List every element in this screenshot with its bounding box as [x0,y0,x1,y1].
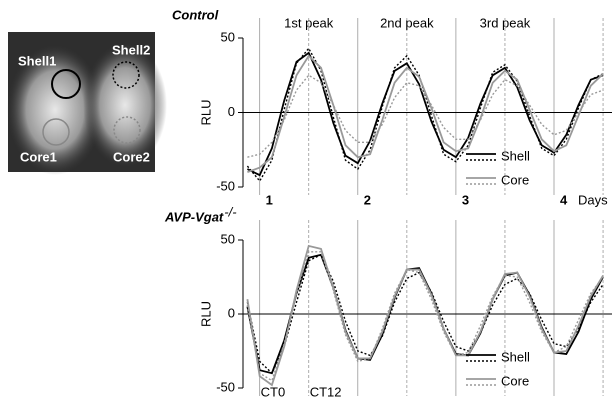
figure: Shell1 Shell2 Core1 Core2 Control-50050R… [0,0,614,399]
y-tick-label: 0 [228,104,235,119]
peak-label: 2nd peak [380,15,434,30]
chart-title: Control [172,7,219,22]
micrograph: Shell1 Shell2 Core1 Core2 [7,32,167,175]
x-tick-label: 2 [364,192,371,207]
y-axis-label: RLU [198,301,213,327]
chart-title-superscript: -/- [224,204,237,219]
series-line [247,246,603,385]
roi-label: Core2 [113,149,150,164]
series-line [247,53,603,175]
ct-label: CT0 [261,384,286,399]
series-line [247,56,603,172]
legend-label: Core [501,172,529,187]
y-tick-label: 50 [221,231,235,246]
peak-label: 3rd peak [480,15,531,30]
x-tick-label: 4 [560,192,568,207]
series-line [247,75,603,157]
roi-label: Core1 [20,149,57,164]
y-tick-label: 50 [221,29,235,44]
legend-label: Core [501,373,529,388]
x-tick-label: 3 [462,192,469,207]
legend-label: Shell [501,349,530,364]
x-tick-label: 1 [266,192,273,207]
y-tick-label: -50 [216,178,235,193]
legend-label: Shell [501,148,530,163]
ct-label: CT12 [310,384,342,399]
x-axis-label: Days [578,192,608,207]
chart-title: AVP-Vgat [164,209,224,224]
y-axis-label: RLU [198,99,213,125]
peak-label: 1st peak [284,15,334,30]
page: {"image": {"labels": ["Shell1", "Shell2"… [0,0,614,399]
y-tick-label: -50 [216,379,235,394]
y-tick-label: 0 [228,305,235,320]
roi-label: Shell1 [18,53,56,68]
series-line [247,252,603,381]
roi-label: Shell2 [112,42,150,57]
right-nucleus [83,43,167,167]
